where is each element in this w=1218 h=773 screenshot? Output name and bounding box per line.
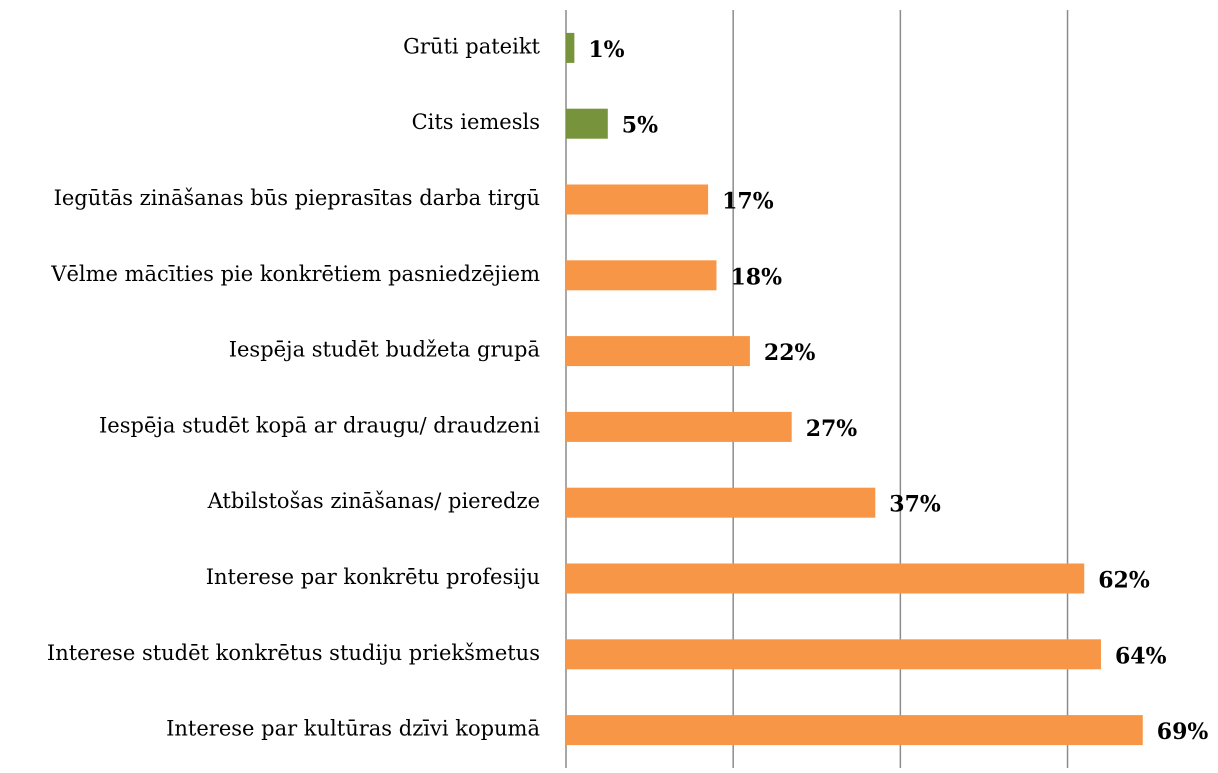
bar (566, 487, 876, 518)
category-label: Grūti pateikt (403, 34, 540, 58)
category-label: Interese studēt konkrētus studiju priekš… (47, 641, 540, 665)
value-label: 62% (1098, 568, 1150, 594)
bar (566, 411, 792, 442)
value-label: 64% (1115, 643, 1167, 669)
bar (566, 715, 1143, 746)
bar (566, 184, 709, 215)
category-label: Iespēja studēt budžeta grupā (229, 338, 540, 362)
category-label: Interese par konkrētu profesiju (206, 565, 540, 589)
value-label: 37% (889, 492, 941, 518)
category-label: Iegūtās zināšanas būs pieprasītas darba … (54, 186, 540, 210)
value-label: 69% (1157, 719, 1209, 745)
category-label: Atbilstošas zināšanas/ pieredze (207, 489, 540, 513)
category-label: Vēlme mācīties pie konkrētiem pasniedzēj… (50, 262, 540, 286)
bar (566, 639, 1101, 670)
bar (566, 260, 717, 291)
value-label: 22% (764, 340, 816, 366)
bar (566, 563, 1085, 594)
value-label: 27% (806, 416, 858, 442)
value-label: 18% (730, 264, 782, 290)
value-label: 5% (622, 113, 658, 139)
bar (566, 336, 750, 367)
value-label: 1% (588, 37, 624, 63)
bar (566, 32, 575, 63)
bar (566, 108, 608, 139)
category-label: Interese par kultūras dzīvi kopumā (166, 717, 540, 741)
value-label: 17% (722, 189, 774, 215)
category-label: Iespēja studēt kopā ar draugu/ draudzeni (99, 413, 540, 437)
category-label: Cits iemesls (412, 110, 540, 134)
